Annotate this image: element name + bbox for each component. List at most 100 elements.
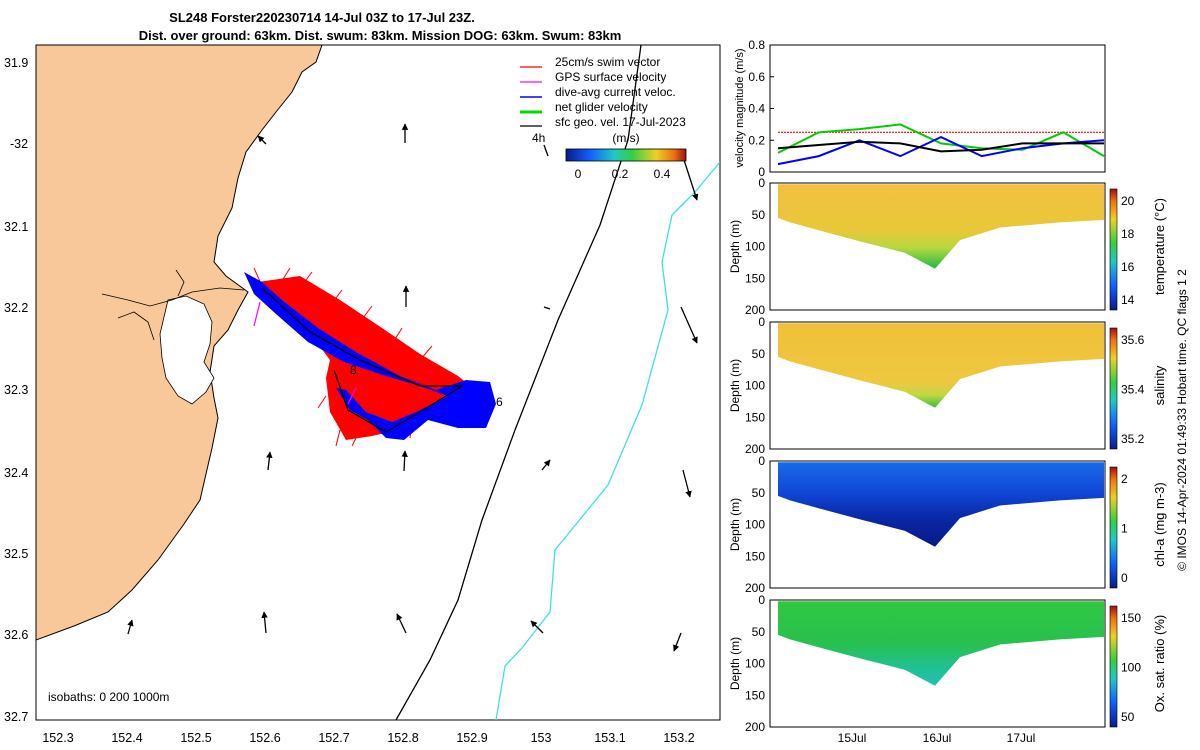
depth-tick: 0: [758, 454, 765, 468]
depth-tick: 150: [745, 688, 765, 702]
time-axis: 15Jul 16Jul 17Jul: [838, 731, 1036, 745]
swim-vectors: [244, 267, 496, 447]
depth-tick: 150: [745, 549, 765, 563]
marker-8: 8: [350, 363, 357, 377]
lon-tick: 153.2: [663, 731, 694, 745]
legend-swim-label: 25cm/s swim vector: [555, 55, 660, 69]
section-data-area: [778, 323, 1104, 408]
time-tick: 15Jul: [838, 731, 867, 745]
lon-tick: 152.7: [318, 731, 349, 745]
colorbar-tick: 100: [1121, 661, 1141, 675]
gps-velocity-vector: [253, 301, 261, 327]
velocity-ytick: 0.4: [748, 102, 765, 116]
side-note: © IMOS 14-Apr-2024 01:49:33 Hobart time.…: [1175, 269, 1189, 571]
depth-tick: 200: [745, 720, 765, 734]
lon-tick: 152.8: [387, 731, 418, 745]
section-temperature: 0 50 100 150 200 Depth (m) 14 16 18 20 temperature…: [728, 176, 1167, 317]
section-data-area: [778, 184, 1104, 269]
legend-net-label: net glider velocity: [555, 100, 648, 114]
depth-tick: 50: [752, 208, 766, 222]
velocity-frame: [769, 44, 1106, 173]
depth-tick: 50: [752, 347, 766, 361]
colorbar-tick: 35.4: [1121, 383, 1145, 397]
legend-geo-label: sfc geo. vel. 17-Jul-2023: [555, 115, 686, 129]
lon-tick: 153.1: [594, 731, 625, 745]
colorbar-tick: 0: [1121, 571, 1128, 585]
time-tick: 17Jul: [1007, 731, 1036, 745]
estuary: [101, 269, 245, 341]
section-data-area: [778, 462, 1104, 547]
section-data-area: [778, 601, 1104, 686]
map-lat-ticks: 31.9 -32 32.1 32.2 32.3 32.4 32.5 32.6 3…: [4, 56, 28, 724]
colorbar-tick: 150: [1121, 611, 1141, 625]
series-dive-avg-current-veloc: [777, 135, 1105, 166]
depth-tick: 0: [758, 593, 765, 607]
map-colorbar: [565, 148, 687, 162]
velocity-ytick: 0.2: [748, 133, 765, 147]
map-cb-tick: 0: [575, 167, 582, 181]
lon-tick: 153: [531, 731, 552, 745]
depth-tick: 0: [758, 176, 765, 190]
depth-tick: 200: [745, 303, 765, 317]
map-panel: 8 6 4h isobaths: 0 200 1000m 31.9 -32 32…: [4, 44, 721, 745]
velocity-ytick: 0.8: [748, 38, 765, 52]
lat-tick: 32.3: [4, 383, 28, 397]
lagoon: [159, 295, 215, 405]
lat-tick: 32.7: [4, 710, 28, 724]
map-cb-tick: 0.4: [654, 167, 671, 181]
series-net-glider-velocity: [777, 123, 1105, 157]
lat-tick: 32.4: [4, 466, 28, 480]
depth-tick: 100: [745, 379, 765, 393]
isobath-200m: [395, 45, 642, 720]
legend-current-label: dive-avg current veloc.: [555, 85, 676, 99]
lon-tick: 152.9: [456, 731, 487, 745]
map-colorbar-label: (m/s): [612, 131, 639, 145]
depth-label: Depth (m): [728, 637, 742, 690]
colorbar-label: salinity: [1152, 365, 1167, 405]
series-sfc-geo-vel-17-jul-2023: [777, 140, 1104, 153]
colorbar-oxygen: [1109, 605, 1118, 728]
map-cb-tick: 0.2: [612, 167, 629, 181]
velocity-ylabel: velocity magnitude (m/s): [734, 48, 746, 167]
surface-velocity-arrows: [127, 123, 699, 652]
depth-tick: 100: [745, 240, 765, 254]
map-legend: 25cm/s swim vector GPS surface velocity …: [520, 55, 687, 181]
section-chl-a: 0 50 100 150 200 Depth (m) 0 1 2 chl-a (mg m-3): [728, 454, 1167, 595]
colorbar-label: chl-a (mg m-3): [1152, 482, 1167, 567]
colorbar-tick: 16: [1121, 260, 1135, 274]
depth-label: Depth (m): [728, 359, 742, 412]
colorbar-tick: 2: [1121, 472, 1128, 486]
section-oxygen: 0 50 100 150 200 Depth (m) 50 100 150 Ox. sat. ra…: [728, 593, 1167, 734]
label-4h: 4h: [532, 131, 545, 145]
depth-tick: 50: [752, 625, 766, 639]
depth-tick: 150: [745, 271, 765, 285]
lon-tick: 152.3: [42, 731, 73, 745]
depth-tick: 50: [752, 486, 766, 500]
depth-tick: 100: [745, 657, 765, 671]
lat-tick: 32.6: [4, 628, 28, 642]
lon-tick: 152.6: [249, 731, 280, 745]
isobaths-label: isobaths: 0 200 1000m: [48, 690, 169, 704]
velocity-ytick: 0: [758, 165, 765, 179]
lat-tick: 31.9: [4, 56, 28, 70]
colorbar-temperature: [1109, 188, 1118, 311]
depth-tick: 200: [745, 581, 765, 595]
velocity-ytick: 0.6: [748, 70, 765, 84]
colorbar-tick: 20: [1121, 194, 1135, 208]
marker-6: 6: [496, 395, 503, 409]
depth-label: Depth (m): [728, 498, 742, 551]
legend-gps-label: GPS surface velocity: [555, 70, 666, 84]
colorbar-tick: 35.2: [1121, 432, 1145, 446]
title-line-1: SL248 Forster220230714 14-Jul 03Z to 17-…: [169, 10, 475, 25]
colorbar-chl-a: [1109, 466, 1118, 589]
colorbar-tick: 14: [1121, 293, 1135, 307]
depth-tick: 200: [745, 442, 765, 456]
colorbar-salinity: [1109, 327, 1118, 450]
lat-tick: -32: [10, 137, 28, 151]
time-tick: 16Jul: [923, 731, 952, 745]
lon-tick: 152.5: [180, 731, 211, 745]
colorbar-tick: 35.6: [1121, 333, 1145, 347]
depth-tick: 0: [758, 315, 765, 329]
